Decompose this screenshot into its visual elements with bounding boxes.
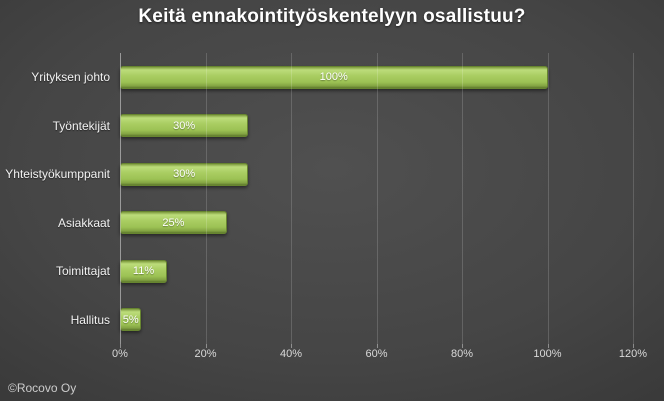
bar-row: 5% (120, 296, 633, 345)
bar: 30% (120, 162, 249, 186)
chart-title: Keitä ennakointityöskentelyyn osallistuu… (138, 6, 526, 27)
x-axis-labels: 0% 20% 40% 60% 80% 100% 120% (112, 348, 647, 364)
gridline (291, 53, 292, 344)
x-tick-label: 100% (533, 348, 562, 360)
x-tick-label: 40% (279, 348, 303, 360)
bar-value-label: 25% (162, 216, 185, 229)
axis-tick (633, 344, 634, 348)
x-tick-label: 20% (194, 348, 217, 360)
plot-area: 100% 30% 30% 25% 11% 5% (120, 53, 634, 348)
bar-row: 30% (120, 150, 633, 199)
x-tick-label: 60% (365, 348, 388, 360)
axis-tick (462, 344, 463, 348)
bar-row: 25% (120, 199, 633, 248)
bar-row: 100% (120, 53, 633, 102)
gridline (633, 53, 634, 344)
axis-tick (547, 344, 549, 348)
bar-value-label: 5% (122, 313, 139, 326)
bar: 5% (120, 308, 142, 332)
bar: 25% (120, 211, 227, 235)
category-label: Asiakkaat (57, 215, 110, 230)
bar-rows: 100% 30% 30% 25% 11% 5% (120, 53, 633, 344)
bar: 30% (120, 114, 249, 138)
category-label: Työntekijät (52, 118, 110, 133)
bar-value-label: 100% (319, 71, 348, 84)
axis-tick (376, 344, 378, 348)
bar-row: 11% (120, 247, 633, 296)
axis-tick (205, 344, 207, 348)
gridline (547, 53, 549, 344)
gridline (462, 53, 463, 344)
category-label: Toimittajat (55, 264, 110, 279)
category-axis: Yrityksen johto Työntekijät Yhteistyökumpp… (0, 53, 112, 344)
axis-tick (120, 344, 121, 348)
category-label: Yhteistyökumppanit (5, 167, 110, 182)
axis-tick (291, 344, 292, 348)
category-label: Yrityksen johto (31, 70, 110, 85)
bar-value-label: 30% (173, 119, 196, 132)
bar-value-label: 11% (132, 265, 155, 278)
bar: 11% (120, 259, 168, 283)
copyright-text: ©Rocovo Oy (8, 381, 77, 395)
gridline (376, 53, 378, 344)
bar-value-label: 30% (173, 168, 196, 181)
x-tick-label: 120% (618, 348, 648, 360)
x-tick-label: 80% (450, 348, 474, 360)
bar: 100% (120, 65, 548, 89)
category-label: Hallitus (70, 312, 110, 327)
bar-row: 30% (120, 102, 633, 151)
gridline (205, 53, 207, 344)
value-axis-line (120, 53, 121, 344)
x-tick-label: 0% (112, 348, 128, 360)
